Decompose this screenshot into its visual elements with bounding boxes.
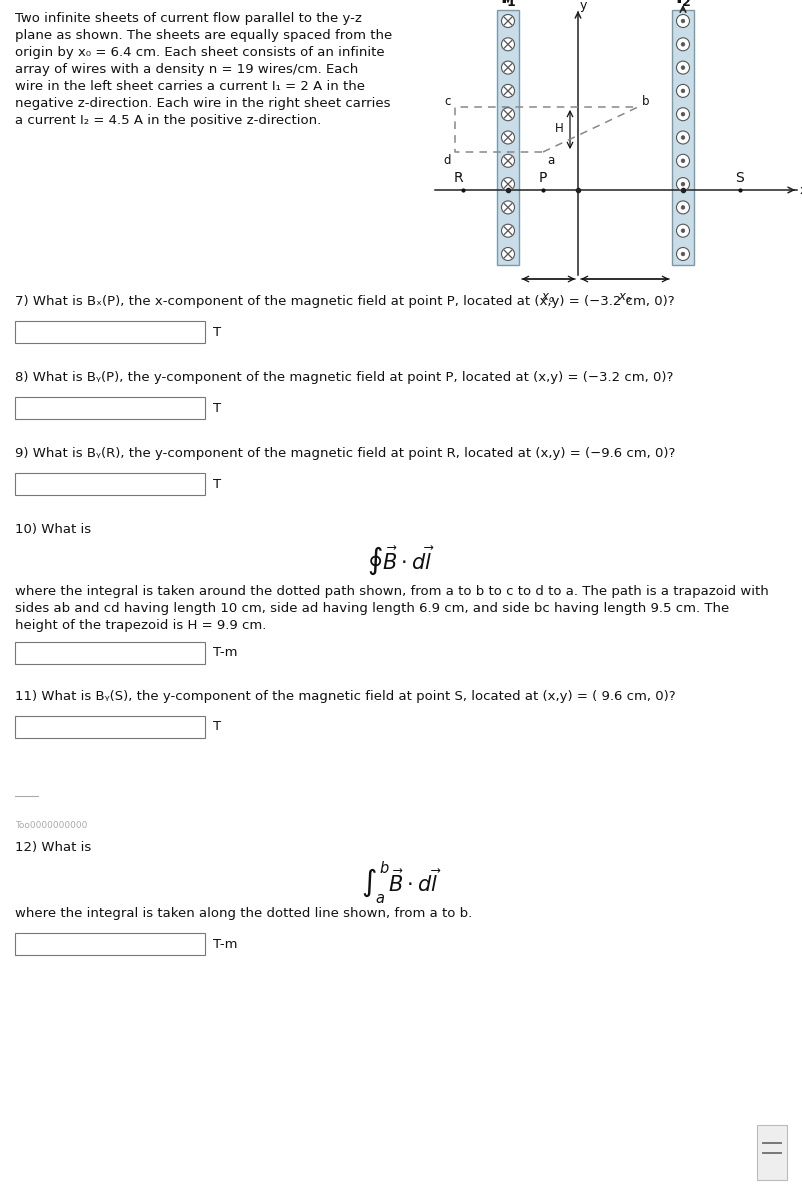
Bar <box>15 934 205 955</box>
Text: b: b <box>642 95 649 108</box>
Circle shape <box>680 158 684 163</box>
Bar <box>671 10 693 265</box>
Circle shape <box>680 182 684 186</box>
Text: 8) What is Bᵧ(P), the y-component of the magnetic field at point P, located at (: 8) What is Bᵧ(P), the y-component of the… <box>15 371 673 384</box>
Circle shape <box>680 229 684 233</box>
Circle shape <box>501 108 514 121</box>
Circle shape <box>675 84 689 97</box>
Text: d: d <box>443 154 451 167</box>
Circle shape <box>501 155 514 167</box>
Circle shape <box>675 178 689 191</box>
Circle shape <box>675 14 689 28</box>
Circle shape <box>501 224 514 238</box>
Circle shape <box>680 66 684 70</box>
Text: Two infinite sheets of current flow parallel to the y-z: Two infinite sheets of current flow para… <box>15 12 362 25</box>
Circle shape <box>675 61 689 74</box>
Text: 7) What is Bₓ(P), the x-component of the magnetic field at point P, located at (: 7) What is Bₓ(P), the x-component of the… <box>15 295 674 308</box>
Text: $\mathbf{I_2}$: $\mathbf{I_2}$ <box>674 0 691 8</box>
Circle shape <box>501 178 514 191</box>
Text: T-m: T-m <box>213 937 237 950</box>
Text: height of the trapezoid is H = 9.9 cm.: height of the trapezoid is H = 9.9 cm. <box>15 619 266 632</box>
Text: 9) What is Bᵧ(R), the y-component of the magnetic field at point R, located at (: 9) What is Bᵧ(R), the y-component of the… <box>15 446 674 460</box>
Text: a current I₂ = 4.5 A in the positive z-direction.: a current I₂ = 4.5 A in the positive z-d… <box>15 114 321 127</box>
Bar <box>496 10 518 265</box>
Circle shape <box>501 37 514 50</box>
Circle shape <box>675 37 689 50</box>
Text: 12) What is: 12) What is <box>15 841 91 854</box>
Circle shape <box>680 252 684 256</box>
Bar <box>15 642 205 664</box>
Circle shape <box>501 84 514 97</box>
Circle shape <box>675 247 689 260</box>
Bar <box>756 1126 786 1180</box>
Text: where the integral is taken around the dotted path shown, from a to b to c to d : where the integral is taken around the d… <box>15 584 768 598</box>
Text: P: P <box>538 170 546 185</box>
Text: 10) What is: 10) What is <box>15 523 91 536</box>
Circle shape <box>675 108 689 121</box>
Circle shape <box>675 155 689 167</box>
Text: negative z-direction. Each wire in the right sheet carries: negative z-direction. Each wire in the r… <box>15 97 390 110</box>
Text: 11) What is Bᵧ(S), the y-component of the magnetic field at point S, located at : 11) What is Bᵧ(S), the y-component of th… <box>15 690 674 703</box>
Text: H: H <box>554 122 563 136</box>
Text: $\oint \vec{B} \cdot d\vec{l}$: $\oint \vec{B} \cdot d\vec{l}$ <box>367 545 435 577</box>
Circle shape <box>680 89 684 92</box>
Circle shape <box>675 224 689 238</box>
Circle shape <box>680 205 684 209</box>
Bar <box>15 716 205 738</box>
Text: a: a <box>546 154 553 167</box>
Text: Too0000000000: Too0000000000 <box>15 821 87 830</box>
Text: T: T <box>213 402 221 414</box>
Text: S: S <box>735 170 743 185</box>
Text: T: T <box>213 720 221 733</box>
Text: where the integral is taken along the dotted line shown, from a to b.: where the integral is taken along the do… <box>15 907 472 920</box>
Circle shape <box>501 131 514 144</box>
Text: $\mathbf{I_1}$: $\mathbf{I_1}$ <box>499 0 516 8</box>
Circle shape <box>680 136 684 139</box>
Circle shape <box>675 200 689 214</box>
Circle shape <box>501 200 514 214</box>
Circle shape <box>680 19 684 23</box>
Text: $x_o$: $x_o$ <box>541 292 554 305</box>
Text: plane as shown. The sheets are equally spaced from the: plane as shown. The sheets are equally s… <box>15 29 391 42</box>
Bar <box>15 473 205 494</box>
Bar <box>15 397 205 419</box>
Text: c: c <box>444 95 451 108</box>
Text: T-m: T-m <box>213 647 237 660</box>
Text: origin by x₀ = 6.4 cm. Each sheet consists of an infinite: origin by x₀ = 6.4 cm. Each sheet consis… <box>15 46 384 59</box>
Text: array of wires with a density n = 19 wires/cm. Each: array of wires with a density n = 19 wir… <box>15 62 358 76</box>
Text: wire in the left sheet carries a current I₁ = 2 A in the: wire in the left sheet carries a current… <box>15 80 365 92</box>
Circle shape <box>501 247 514 260</box>
Text: x: x <box>799 184 802 197</box>
Text: y: y <box>579 0 586 12</box>
Bar <box>15 320 205 343</box>
Text: T: T <box>213 478 221 491</box>
Circle shape <box>680 113 684 116</box>
Text: $\int_a^b \vec{B} \cdot d\vec{l}$: $\int_a^b \vec{B} \cdot d\vec{l}$ <box>360 859 441 906</box>
Circle shape <box>680 42 684 46</box>
Text: R: R <box>452 170 462 185</box>
Circle shape <box>501 14 514 28</box>
Text: T: T <box>213 325 221 338</box>
Circle shape <box>675 131 689 144</box>
Circle shape <box>501 61 514 74</box>
Text: sides ab and cd having length 10 cm, side ad having length 6.9 cm, and side bc h: sides ab and cd having length 10 cm, sid… <box>15 602 728 614</box>
Text: $x_o$: $x_o$ <box>618 292 631 305</box>
